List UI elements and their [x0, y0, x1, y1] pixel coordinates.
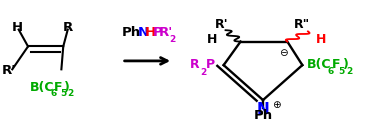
Text: Ph: Ph: [122, 26, 141, 38]
Text: B(C: B(C: [307, 58, 332, 71]
Text: 5: 5: [339, 67, 345, 76]
Text: B(C: B(C: [29, 81, 54, 94]
Text: 5: 5: [60, 89, 67, 98]
Text: ): ): [64, 81, 70, 94]
Text: 2: 2: [200, 68, 207, 78]
Text: 6: 6: [327, 67, 334, 76]
Text: R': R': [159, 26, 174, 38]
Text: N: N: [257, 102, 270, 117]
Text: ⊖: ⊖: [279, 48, 288, 58]
Text: ): ): [343, 58, 349, 71]
Text: P: P: [206, 58, 215, 71]
Text: R: R: [190, 58, 200, 71]
Text: F: F: [332, 58, 341, 71]
Text: N: N: [138, 26, 149, 38]
Text: P: P: [152, 26, 162, 38]
Text: H: H: [145, 26, 156, 38]
Text: ⊕: ⊕: [273, 100, 281, 110]
Text: R": R": [294, 18, 310, 31]
Text: H: H: [12, 21, 23, 34]
Text: R': R': [215, 18, 229, 31]
Text: H: H: [207, 33, 218, 46]
Text: 2: 2: [169, 35, 175, 44]
Text: F: F: [54, 81, 63, 94]
Text: 2: 2: [67, 89, 73, 98]
Text: R': R': [2, 64, 16, 77]
Text: 6: 6: [50, 89, 56, 98]
Text: 2: 2: [346, 67, 352, 76]
Text: H: H: [316, 33, 326, 46]
Text: Ph: Ph: [253, 109, 273, 122]
Text: R: R: [63, 21, 73, 34]
